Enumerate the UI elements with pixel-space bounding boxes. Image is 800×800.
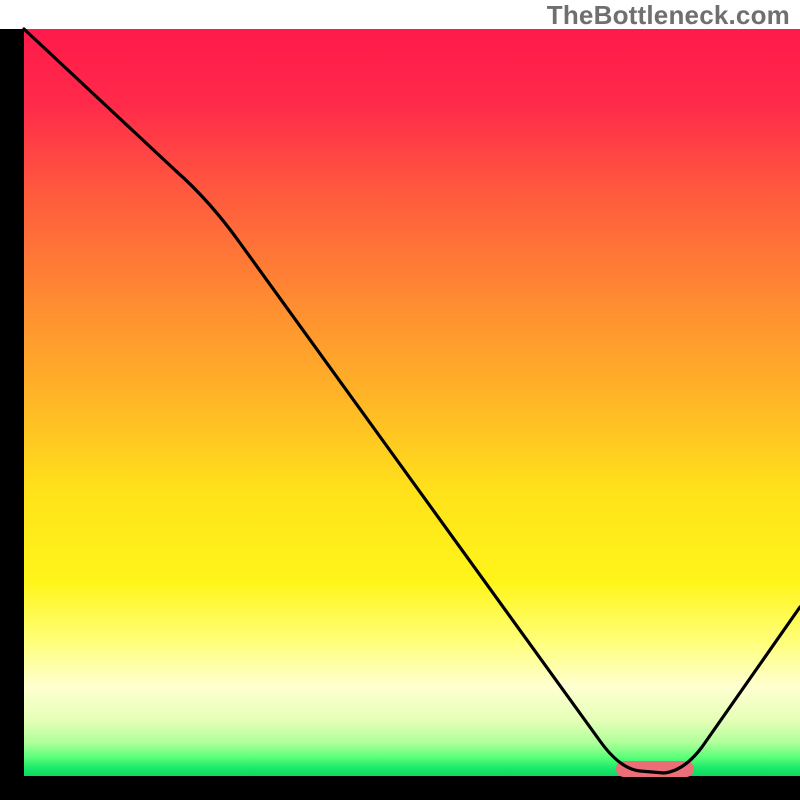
x-axis xyxy=(0,776,800,800)
bottleneck-curve-path xyxy=(24,29,800,773)
watermark-text: TheBottleneck.com xyxy=(547,0,790,31)
bottleneck-curve xyxy=(24,29,800,776)
plot-area xyxy=(24,29,800,776)
chart-frame: TheBottleneck.com xyxy=(0,0,800,800)
y-axis xyxy=(0,29,24,800)
